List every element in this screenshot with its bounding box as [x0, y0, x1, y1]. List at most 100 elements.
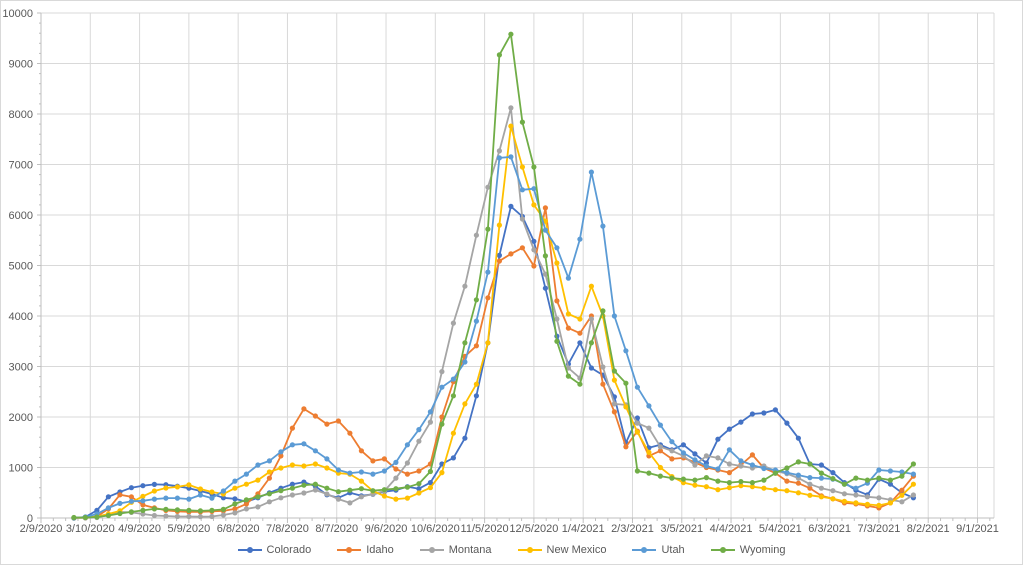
data-point-marker[interactable] [565, 275, 572, 281]
data-point-marker[interactable] [312, 487, 318, 493]
data-point-marker[interactable] [416, 438, 422, 444]
data-point-marker[interactable] [496, 252, 502, 258]
data-point-marker[interactable] [703, 463, 710, 469]
data-point-marker[interactable] [105, 505, 111, 511]
data-point-marker[interactable] [450, 455, 456, 461]
data-point-marker[interactable] [600, 223, 606, 229]
data-point-marker[interactable] [519, 164, 526, 170]
series-montana[interactable] [71, 105, 917, 521]
data-point-marker[interactable] [94, 507, 100, 513]
data-point-marker[interactable] [358, 448, 364, 454]
data-point-marker[interactable] [266, 458, 272, 464]
data-point-marker[interactable] [485, 269, 491, 275]
data-point-marker[interactable] [864, 494, 871, 500]
data-point-marker[interactable] [830, 476, 836, 482]
data-point-marker[interactable] [381, 468, 387, 474]
data-point-marker[interactable] [864, 501, 871, 507]
data-point-marker[interactable] [818, 485, 825, 491]
data-point-marker[interactable] [853, 492, 859, 498]
data-point-marker[interactable] [105, 512, 111, 519]
data-point-marker[interactable] [289, 462, 295, 468]
data-point-marker[interactable] [393, 466, 399, 472]
data-point-marker[interactable] [404, 495, 410, 501]
data-point-marker[interactable] [151, 488, 157, 494]
data-point-marker[interactable] [554, 338, 560, 344]
data-point-marker[interactable] [266, 499, 272, 505]
data-point-marker[interactable] [301, 482, 307, 488]
data-point-marker[interactable] [496, 52, 502, 58]
data-point-marker[interactable] [358, 494, 364, 500]
data-point-marker[interactable] [404, 471, 410, 477]
data-point-marker[interactable] [255, 462, 261, 468]
data-point-marker[interactable] [772, 470, 779, 476]
data-point-marker[interactable] [749, 480, 756, 486]
data-point-marker[interactable] [416, 468, 422, 474]
data-point-marker[interactable] [243, 471, 249, 477]
data-point-marker[interactable] [531, 186, 537, 192]
data-point-marker[interactable] [312, 448, 318, 454]
data-point-marker[interactable] [611, 368, 618, 374]
data-point-marker[interactable] [473, 343, 479, 349]
data-point-marker[interactable] [692, 477, 698, 483]
data-point-marker[interactable] [784, 488, 790, 494]
data-point-marker[interactable] [600, 364, 606, 370]
data-point-marker[interactable] [128, 509, 134, 515]
data-point-marker[interactable] [899, 499, 905, 505]
data-point-marker[interactable] [795, 459, 802, 465]
data-point-marker[interactable] [784, 465, 790, 471]
data-point-marker[interactable] [324, 421, 330, 427]
data-point-marker[interactable] [703, 484, 710, 490]
data-point-marker[interactable] [427, 468, 433, 475]
data-point-marker[interactable] [128, 485, 134, 491]
data-point-marker[interactable] [910, 492, 917, 498]
data-point-marker[interactable] [531, 238, 537, 244]
data-point-marker[interactable] [899, 492, 905, 498]
data-point-marker[interactable] [439, 369, 445, 375]
legend-item-new-mexico[interactable]: New Mexico [517, 544, 606, 556]
data-point-marker[interactable] [864, 477, 871, 483]
data-point-marker[interactable] [910, 481, 917, 487]
data-point-marker[interactable] [393, 486, 399, 492]
legend-item-colorado[interactable]: Colorado [237, 544, 311, 556]
data-point-marker[interactable] [634, 468, 641, 474]
data-point-marker[interactable] [393, 459, 399, 465]
data-point-marker[interactable] [243, 497, 249, 503]
data-point-marker[interactable] [910, 461, 917, 467]
series-new-mexico[interactable] [71, 123, 917, 521]
data-point-marker[interactable] [738, 458, 744, 464]
data-point-marker[interactable] [623, 348, 629, 354]
data-point-marker[interactable] [117, 510, 123, 517]
data-point-marker[interactable] [531, 247, 537, 253]
data-point-marker[interactable] [427, 409, 433, 415]
data-point-marker[interactable] [347, 487, 353, 493]
data-point-marker[interactable] [634, 429, 641, 435]
data-point-marker[interactable] [577, 316, 583, 322]
data-point-marker[interactable] [128, 498, 134, 504]
data-point-marker[interactable] [853, 485, 859, 491]
data-point-marker[interactable] [818, 494, 825, 500]
data-point-marker[interactable] [795, 472, 802, 478]
data-point-marker[interactable] [427, 485, 433, 491]
data-point-marker[interactable] [186, 507, 192, 513]
data-point-marker[interactable] [830, 496, 836, 502]
data-point-marker[interactable] [278, 488, 284, 494]
data-point-marker[interactable] [611, 401, 618, 407]
data-point-marker[interactable] [151, 506, 157, 512]
data-point-marker[interactable] [634, 415, 641, 421]
data-point-marker[interactable] [795, 435, 802, 441]
data-point-marker[interactable] [657, 422, 664, 428]
data-point-marker[interactable] [186, 513, 192, 520]
data-point-marker[interactable] [117, 492, 123, 498]
data-point-marker[interactable] [416, 486, 422, 492]
data-point-marker[interactable] [542, 271, 549, 277]
data-point-marker[interactable] [278, 449, 284, 455]
data-point-marker[interactable] [761, 477, 767, 483]
data-point-marker[interactable] [473, 318, 479, 324]
data-point-marker[interactable] [600, 381, 606, 387]
data-point-marker[interactable] [657, 448, 664, 454]
data-point-marker[interactable] [243, 506, 249, 512]
data-point-marker[interactable] [738, 419, 744, 425]
data-point-marker[interactable] [439, 384, 445, 390]
data-point-marker[interactable] [542, 227, 549, 233]
data-point-marker[interactable] [738, 479, 744, 485]
